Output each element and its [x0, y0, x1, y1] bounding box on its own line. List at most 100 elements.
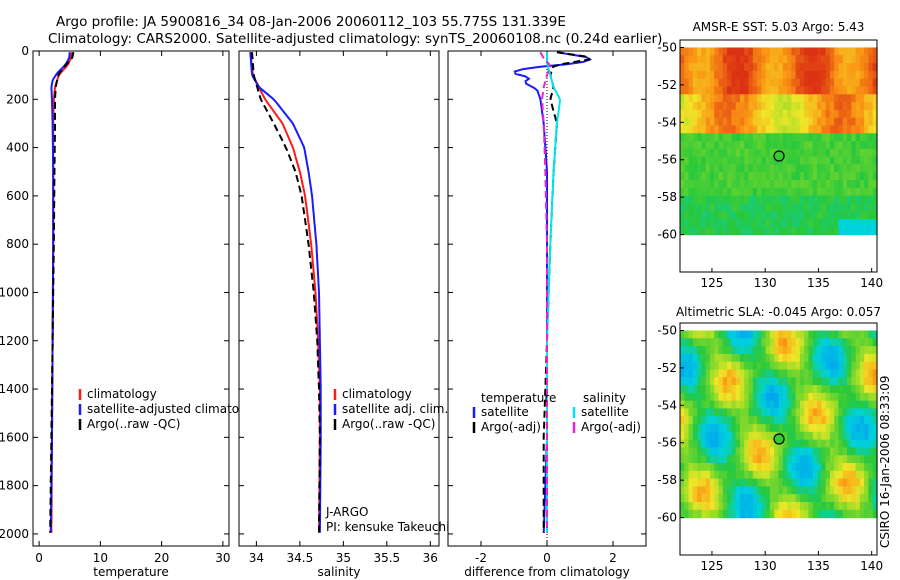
heatmap-cell: [868, 455, 874, 464]
heatmap-cell: [851, 346, 857, 355]
heatmap-cell: [829, 377, 835, 386]
heatmap-cell: [684, 463, 690, 472]
heatmap-cell: [769, 486, 775, 495]
heatmap-cell: [709, 102, 715, 111]
heatmap-cell: [688, 141, 694, 150]
heatmap-cell: [739, 86, 745, 95]
heatmap-cell: [834, 416, 840, 425]
heatmap-cell: [684, 377, 690, 386]
heatmap-cell: [744, 486, 750, 495]
heatmap-cell: [739, 338, 745, 347]
heatmap-cell: [709, 369, 715, 378]
heatmap-cell: [731, 455, 737, 464]
heatmap-cell: [769, 439, 775, 449]
heatmap-cell: [804, 218, 810, 228]
heatmap-cell: [692, 369, 698, 378]
heatmap-cell: [714, 361, 720, 371]
heatmap-cell: [838, 447, 844, 456]
heatmap-cell: [752, 431, 758, 441]
heatmap-cell: [714, 400, 720, 410]
heatmap-cell: [829, 470, 835, 480]
heatmap-cell: [872, 102, 878, 111]
heatmap-cell: [868, 187, 874, 197]
heatmap-cell: [761, 330, 767, 339]
heatmap-cell: [722, 187, 728, 197]
heatmap-cell: [868, 70, 874, 80]
heatmap-cell: [714, 392, 720, 402]
heatmap-cell: [872, 141, 878, 150]
heatmap-cell: [714, 447, 720, 456]
heatmap-cell: [769, 501, 775, 511]
heatmap-cell: [838, 109, 844, 119]
heatmap-cell: [735, 408, 741, 417]
heatmap-cell: [855, 195, 861, 204]
heatmap-cell: [821, 338, 827, 347]
heatmap-cell: [748, 470, 754, 480]
heatmap-cell: [787, 86, 792, 95]
heatmap-cell: [692, 361, 698, 371]
heatmap-cell: [769, 195, 775, 204]
heatmap-cell: [718, 369, 724, 378]
heatmap-cell: [791, 47, 797, 56]
heatmap-cell: [701, 353, 707, 363]
heatmap-cell: [787, 392, 792, 402]
heatmap-cell: [842, 361, 848, 371]
heatmap-cell: [812, 369, 818, 378]
heatmap-cell: [761, 439, 767, 449]
heatmap-cell: [791, 346, 797, 355]
heatmap-cell: [701, 102, 707, 111]
heatmap-cell: [688, 211, 694, 220]
heatmap-cell: [791, 55, 797, 64]
heatmap-cell: [808, 125, 814, 134]
heatmap-cell: [812, 431, 818, 441]
heatmap-cell: [868, 211, 874, 220]
heatmap-cell: [859, 509, 865, 519]
heatmap-cell: [709, 125, 715, 134]
heatmap-cell: [825, 447, 831, 456]
x-axis-label: salinity: [317, 565, 360, 579]
heatmap-cell: [739, 218, 745, 228]
heatmap-cell: [791, 109, 797, 119]
heatmap-cell: [688, 392, 694, 402]
heatmap-cell: [842, 392, 848, 402]
heatmap-cell: [769, 70, 775, 80]
heatmap-cell: [718, 330, 724, 339]
heatmap-cell: [825, 455, 831, 464]
heatmap-cell: [855, 501, 861, 511]
heatmap-cell: [731, 478, 737, 487]
heatmap-cell: [727, 195, 732, 204]
heatmap-cell: [692, 141, 698, 150]
heatmap-cell: [808, 369, 814, 378]
heatmap-cell: [714, 117, 720, 127]
heatmap-cell: [684, 172, 690, 181]
heatmap-cell: [864, 180, 870, 189]
heatmap-cell: [838, 86, 844, 95]
heatmap-cell: [859, 470, 865, 480]
heatmap-cell: [859, 377, 865, 386]
heatmap-cell: [718, 447, 724, 456]
heatmap-cell: [709, 400, 715, 410]
heatmap-cell: [765, 117, 771, 127]
heatmap-cell: [782, 392, 788, 402]
heatmap-cell: [859, 494, 865, 503]
heatmap-cell: [688, 156, 694, 166]
heatmap-cell: [804, 133, 810, 142]
heatmap-cell: [714, 203, 720, 212]
heatmap-cell: [752, 330, 758, 339]
heatmap-cell: [735, 156, 741, 166]
heatmap-cell: [834, 141, 840, 150]
heatmap-cell: [787, 78, 792, 88]
heatmap-cell: [731, 346, 737, 355]
heatmap-cell: [829, 211, 835, 220]
heatmap-cell: [722, 346, 728, 355]
heatmap-cell: [739, 431, 745, 441]
heatmap-cell: [787, 478, 792, 487]
heatmap-cell: [855, 94, 861, 103]
heatmap-cell: [718, 78, 724, 88]
heatmap-cell: [817, 55, 822, 64]
heatmap-cell: [834, 203, 840, 212]
heatmap-cell: [859, 172, 865, 181]
heatmap-cell: [795, 338, 801, 347]
heatmap-cell: [868, 501, 874, 511]
heatmap-cell: [705, 338, 711, 347]
